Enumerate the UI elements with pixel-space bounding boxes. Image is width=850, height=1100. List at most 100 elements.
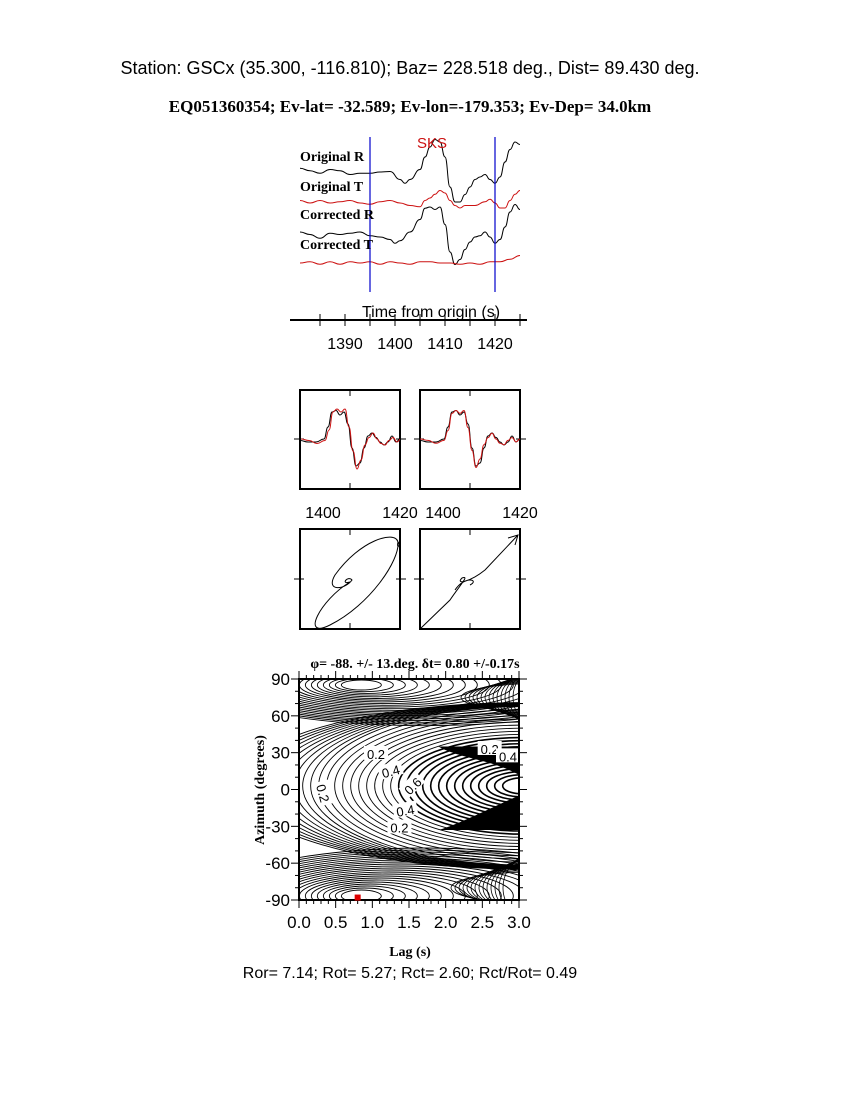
- contour-line: [366, 724, 519, 847]
- contour-line: [493, 774, 519, 798]
- trace-corrected-t: [299, 255, 521, 265]
- contour-line: [374, 727, 519, 844]
- fast-waveform: [300, 409, 400, 467]
- contour-line: [492, 679, 519, 719]
- time-tick-label: 1420: [477, 336, 513, 353]
- contour-plot: 0.20.40.60.40.20.20.2 0.40.0 0.5 1.0 1.5 2.0 2…: [265, 670, 531, 932]
- contour-line: [322, 883, 418, 900]
- contour-line: [502, 858, 519, 900]
- x-tick-label: 3.0: [507, 913, 531, 932]
- x-tick-label: 2.5: [471, 913, 495, 932]
- contour-line: [464, 682, 519, 713]
- contour-x-label: Lag (s): [389, 945, 431, 960]
- slow-waveform: [300, 408, 400, 470]
- contour-line: [358, 721, 519, 851]
- particle-motion-corrected: [419, 534, 519, 630]
- particle-motion-original: [314, 536, 400, 629]
- contour-line: [445, 755, 519, 817]
- contour-line: [350, 718, 519, 854]
- contour-line: [299, 865, 519, 888]
- time-axis: 1390 1400 1410 1420: [290, 314, 527, 353]
- contour-line: [299, 704, 519, 868]
- y-tick-label: 60: [271, 707, 290, 726]
- contour-line: [299, 851, 519, 863]
- contour-line: [299, 859, 519, 872]
- x-axis-label: Time from origin (s): [362, 304, 500, 321]
- contour-line: [334, 712, 519, 860]
- contour-line: [496, 679, 519, 720]
- trace-label: Corrected R: [300, 208, 375, 223]
- contour-line: [486, 860, 519, 900]
- contour-line: [310, 879, 442, 900]
- contour-title: φ= -88. +/- 13.deg. δt= 0.80 +/-0.17s: [310, 657, 520, 672]
- waveforms: [300, 408, 400, 470]
- contour-line: [477, 767, 519, 804]
- contour-line: [469, 764, 519, 807]
- y-tick-label: -90: [265, 891, 290, 910]
- contour-line: [299, 698, 519, 713]
- contour-line: [299, 849, 519, 861]
- contour-line: [458, 869, 519, 900]
- contour-line: [508, 679, 519, 719]
- contour-line: [310, 679, 442, 699]
- contour-line: [299, 715, 519, 725]
- contour-line: [310, 705, 519, 866]
- contour-line: [437, 752, 519, 820]
- time-tick-label: 1410: [427, 336, 463, 353]
- y-tick-label: -60: [265, 854, 290, 873]
- contour-line: [302, 705, 519, 867]
- contour-line: [480, 679, 519, 717]
- contour-label-bg: [392, 800, 419, 819]
- contour-line: [316, 881, 430, 900]
- contour-label-bg: [364, 745, 388, 760]
- contour-line: [299, 847, 519, 859]
- contour-line: [299, 853, 519, 865]
- contour-line: [328, 885, 406, 900]
- contour-line: [299, 705, 519, 716]
- contour-line: [390, 733, 519, 838]
- contour-line: [334, 679, 394, 693]
- contour-label-bg: [387, 819, 412, 834]
- contour-line: [460, 683, 519, 712]
- contour-line: [334, 887, 394, 900]
- trace-corrected-r: [299, 203, 521, 266]
- trace-label: Original R: [300, 150, 365, 165]
- contour-label-bg: [314, 779, 335, 807]
- contour-line: [468, 681, 519, 714]
- trace-label: Original T: [300, 180, 364, 195]
- waveform-panel-corrected: 1400 1420: [414, 389, 538, 522]
- contour-line: [450, 871, 519, 900]
- contour-line: [453, 758, 519, 814]
- contour-line: [299, 863, 519, 881]
- contour-line: [500, 679, 519, 720]
- contour-line: [470, 865, 519, 900]
- contour-line: [326, 709, 519, 863]
- contour-line: [494, 858, 519, 900]
- contour-line: [476, 679, 519, 716]
- y-tick-label: 0: [281, 781, 290, 800]
- contour-line: [299, 713, 519, 723]
- contour-label-bg: [398, 771, 426, 799]
- y-tick-label: -30: [265, 817, 290, 836]
- contour-line: [382, 730, 519, 841]
- contour-line: [342, 715, 519, 857]
- contour-line: [316, 679, 430, 698]
- contour-line: [512, 679, 519, 717]
- contour-line: [421, 746, 519, 826]
- seismogram-traces: [299, 137, 521, 292]
- contour-line: [299, 702, 519, 715]
- contour-line: [299, 861, 519, 876]
- contour-line: [490, 859, 519, 900]
- contour-line: [466, 866, 519, 900]
- time-tick-label: 1390: [327, 336, 363, 353]
- contour-line: [474, 863, 519, 900]
- contour-lines: 0.20.40.60.40.20.20.2 0.4: [299, 679, 519, 900]
- trace-label: Corrected T: [300, 238, 374, 253]
- contour-line: [299, 704, 519, 867]
- contour-line: [299, 717, 519, 727]
- contour-line: [498, 858, 519, 900]
- contour-line: [461, 761, 519, 811]
- x-tick-label: 0.0: [287, 913, 311, 932]
- contour-y-label: Azimuth (degrees): [253, 735, 268, 845]
